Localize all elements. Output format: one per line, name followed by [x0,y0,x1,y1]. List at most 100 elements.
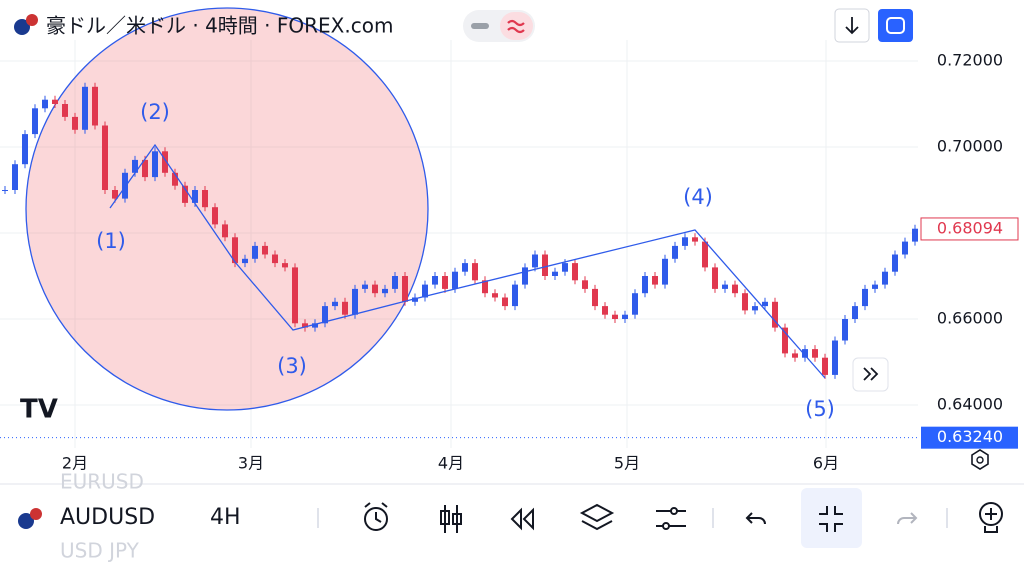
candle-body [212,207,218,225]
candle-body [482,280,488,294]
candle-body [142,159,148,178]
candle-body [22,134,28,165]
candle-body [32,108,38,135]
flag-icon [18,513,34,529]
candle-body [612,314,618,319]
redo-icon[interactable] [897,512,918,525]
candle-body [352,288,358,315]
candle-body [752,306,758,311]
candle-body [832,340,838,375]
candle-body [572,263,578,281]
settings-icon[interactable] [971,449,989,470]
candle-body [442,276,448,289]
candle-body [772,301,778,328]
candle-body [882,271,888,285]
candle-body [532,254,538,268]
price-marker-label: 0.63240 [937,427,1003,446]
candle-body [132,159,138,173]
grid [74,40,827,448]
month-label: 2月 [62,454,88,473]
candle-body [792,353,798,358]
candle-body [152,151,158,178]
candle-icon[interactable] [444,505,458,533]
candle-body [652,276,658,285]
wave-button[interactable] [500,12,533,40]
slider-knob [670,507,678,515]
candle-body [242,258,248,264]
candle-body [52,99,58,104]
candle-body [402,276,408,302]
candle-body [12,164,18,190]
last-price-box [920,217,1019,241]
price-marker-box [921,426,1018,449]
candle-body [592,288,598,307]
add-icon [984,508,998,533]
download-icon [845,17,859,35]
candle-body [302,323,308,328]
prev-symbol: EURUSD [60,470,144,494]
layers-icon[interactable] [579,503,615,531]
flag-icon [26,14,38,26]
candle-body [512,284,518,307]
interval[interactable]: 4H [210,505,241,530]
fullscreen-icon [886,17,905,34]
wave-label: (2) [140,100,170,124]
replay-icon[interactable] [510,507,534,531]
candle-body [412,297,418,302]
fullscreen-button[interactable] [878,9,913,42]
candle-body [62,104,68,117]
wave-icon [507,19,525,34]
candle-body [472,263,478,281]
month-label: 6月 [813,454,839,473]
add-icon[interactable] [979,502,1003,526]
candle-body [342,301,348,315]
wave-label: (3) [277,354,307,378]
candle-body [102,125,108,190]
wave-label: (1) [96,229,126,253]
toolbar-icons [317,488,1003,548]
candle-body [312,323,318,328]
candle-body [252,245,258,259]
candle-body [282,263,288,268]
candle-body [782,327,788,354]
symbol[interactable]: AUDUSD [60,505,155,530]
candle-body [272,254,278,264]
wave-label: (5) [805,397,835,421]
undo-icon[interactable] [745,512,766,525]
candles [2,82,918,379]
candle-body [702,241,708,268]
flag-icon [30,508,42,520]
candle-body [82,86,88,130]
highlight-circle [25,7,429,411]
candle-body [742,293,748,311]
candle-body [872,284,878,289]
collapse-button[interactable] [801,488,862,548]
candle-body [912,228,918,242]
alarm-icon[interactable] [364,507,388,531]
candle-body [522,267,528,285]
candle-body [712,267,718,289]
candle-body [892,254,898,272]
candle-body [202,190,208,208]
collapse-icon [819,506,843,532]
chart-title: 豪ドル／米ドル · 4時間 · FOREX.com [46,14,393,38]
candle-body [232,237,238,264]
wave-line [109,143,826,379]
month-label: 4月 [438,454,464,473]
candle-body [182,185,188,203]
next-symbol: USD JPY [60,539,140,563]
candle-body [632,293,638,315]
y-tick-label: 0.70000 [937,137,1003,156]
candle-icon [452,513,462,525]
candle-body [502,297,508,307]
wave-label: (4) [683,185,713,209]
alarm-icon [364,502,388,523]
candle-body [672,245,678,259]
candle-body [852,306,858,319]
candle-body [682,237,688,246]
candle-body [292,267,298,324]
candle-body [602,306,608,315]
candle-body [262,245,268,255]
